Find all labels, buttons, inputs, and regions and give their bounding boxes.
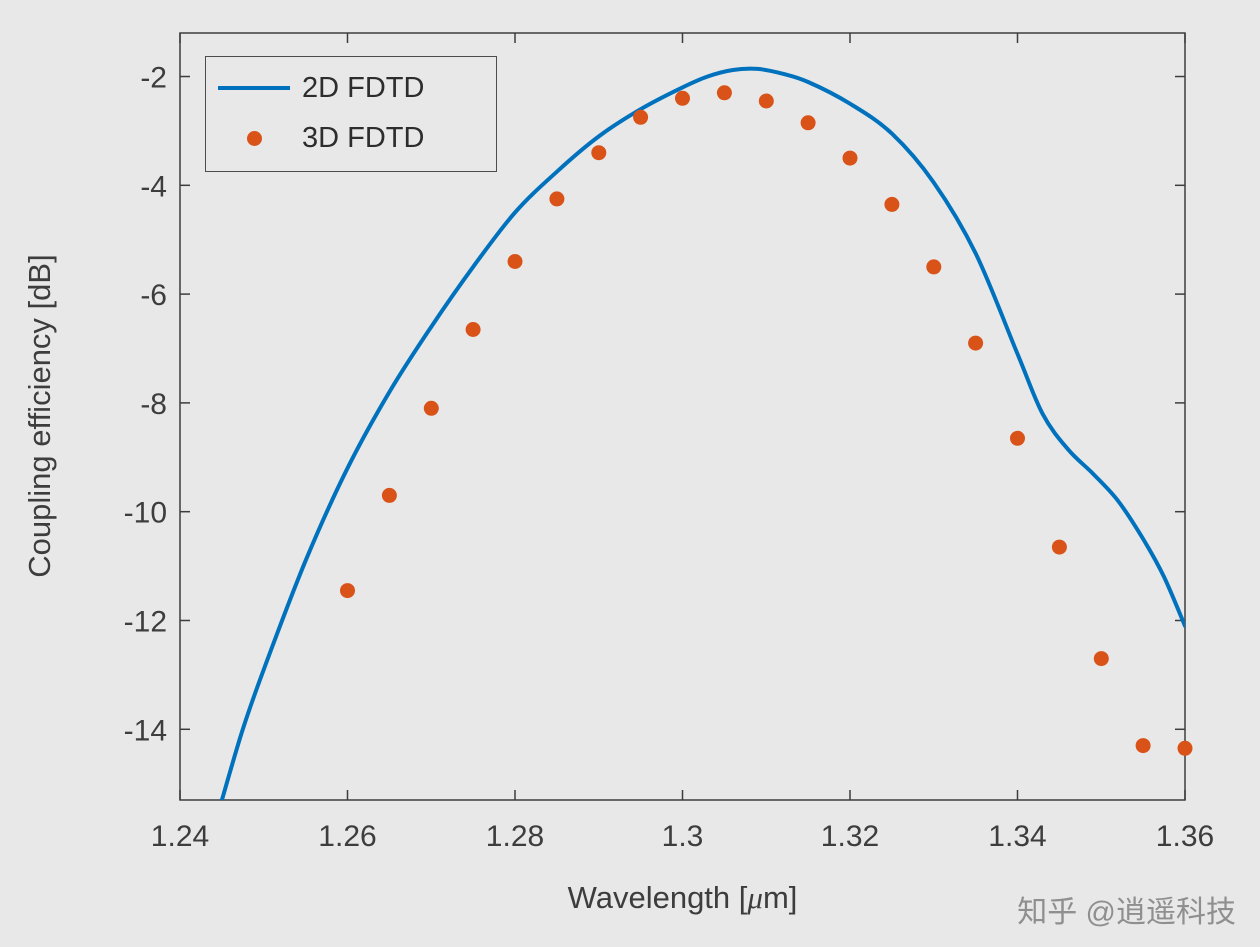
series-point-3d-fdtd (1010, 430, 1025, 446)
series-point-3d-fdtd (842, 150, 858, 166)
series-point-3d-fdtd (800, 115, 816, 131)
y-tick-label: -14 (124, 714, 167, 747)
legend-item-3d-fdtd: 3D FDTD (206, 117, 496, 159)
x-tick-label: 1.34 (988, 820, 1046, 853)
line-sample-icon (218, 86, 290, 90)
series-point-3d-fdtd (340, 583, 355, 599)
series-point-3d-fdtd (716, 85, 732, 101)
x-tick-label: 1.3 (662, 820, 704, 853)
series-point-3d-fdtd (591, 145, 607, 161)
series-point-3d-fdtd (675, 90, 690, 106)
legend-line-swatch (206, 86, 302, 90)
series-point-3d-fdtd (549, 191, 565, 207)
x-tick-label: 1.36 (1156, 820, 1214, 853)
x-tick-label: 1.24 (151, 820, 209, 853)
series-point-3d-fdtd (926, 259, 942, 275)
y-tick-label: -10 (124, 497, 167, 530)
x-tick-label: 1.32 (821, 820, 879, 853)
y-tick-label: -4 (140, 170, 167, 203)
legend-label-2d-fdtd: 2D FDTD (302, 71, 425, 104)
series-point-3d-fdtd (507, 254, 523, 269)
series-point-3d-fdtd (1135, 738, 1151, 754)
y-axis-label: Coupling efficiency [dB] (22, 254, 57, 577)
legend-label-3d-fdtd: 3D FDTD (302, 121, 425, 154)
series-point-3d-fdtd (1177, 740, 1193, 756)
series-point-3d-fdtd (884, 196, 900, 212)
series-line-2d-fdtd (219, 66, 1185, 800)
series-point-3d-fdtd (381, 487, 397, 503)
y-tick-label: -6 (140, 279, 167, 312)
legend: 2D FDTD 3D FDTD (205, 56, 497, 172)
legend-dot-swatch (206, 130, 302, 146)
series-point-3d-fdtd (633, 109, 649, 125)
dot-sample-icon (246, 130, 262, 146)
series-point-3d-fdtd (968, 335, 984, 351)
y-tick-label: -8 (140, 388, 167, 421)
y-tick-label: -12 (124, 605, 167, 638)
x-tick-label: 1.28 (486, 820, 544, 853)
y-tick-label: -2 (140, 62, 167, 95)
legend-item-2d-fdtd: 2D FDTD (206, 67, 496, 109)
x-axis-label: Wavelength [μm] (568, 880, 798, 915)
x-tick-label: 1.26 (318, 820, 376, 853)
series-point-3d-fdtd (423, 400, 439, 416)
series-point-3d-fdtd (1051, 539, 1067, 555)
series-point-3d-fdtd (465, 322, 481, 337)
series-point-3d-fdtd (1093, 651, 1109, 667)
watermark: 知乎 @逍遥科技 (1017, 896, 1236, 929)
series-point-3d-fdtd (758, 93, 774, 109)
